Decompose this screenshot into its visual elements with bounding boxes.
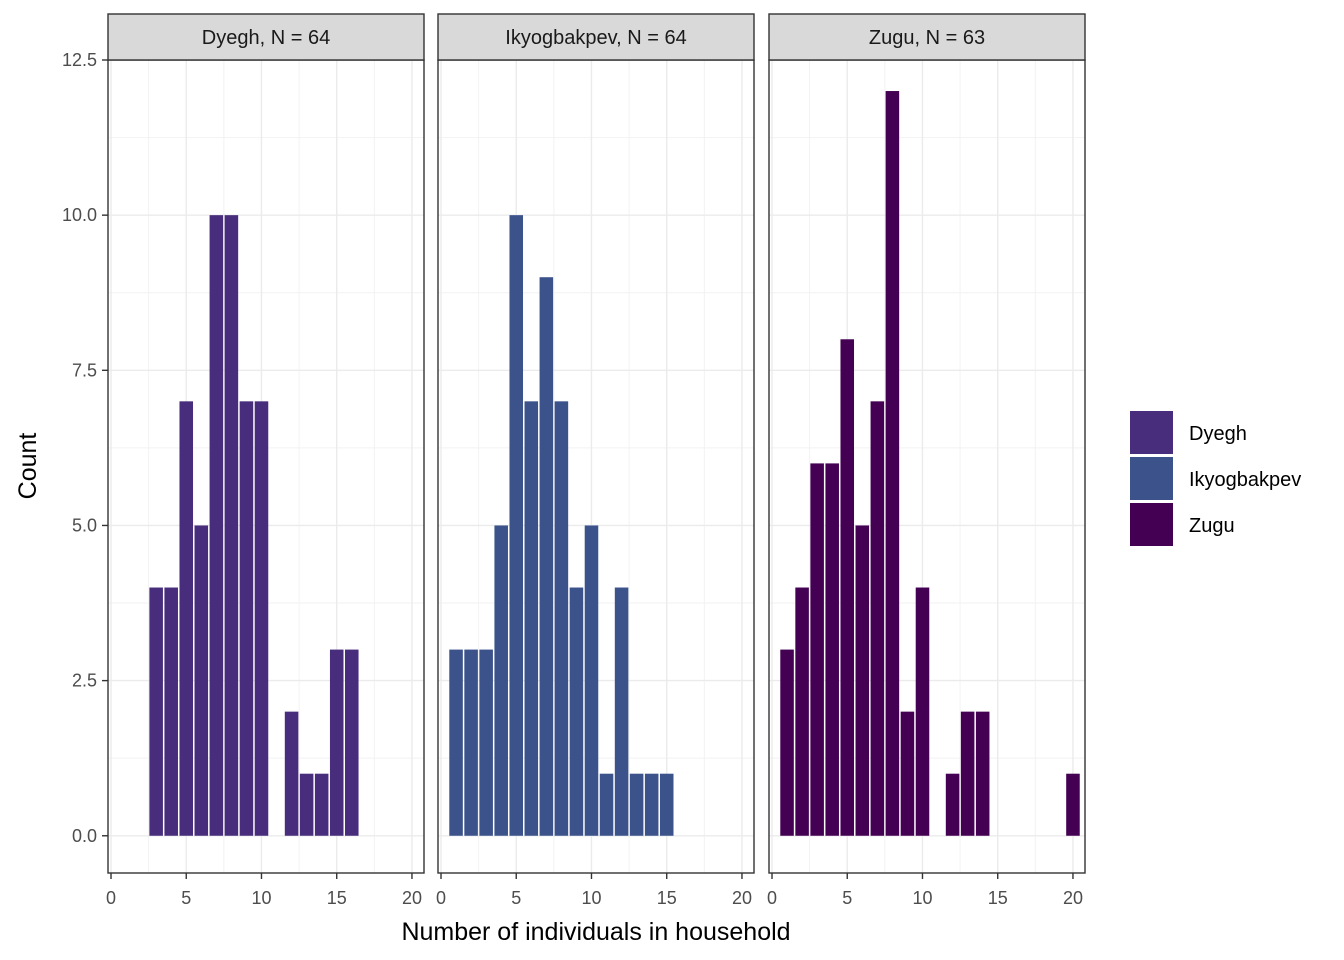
bar-zugu-9 — [900, 711, 915, 836]
x-tick-label: 5 — [181, 888, 191, 908]
x-tick-label: 20 — [732, 888, 752, 908]
bar-zugu-12 — [945, 773, 960, 836]
x-tick-label: 20 — [402, 888, 422, 908]
bar-zugu-6 — [855, 525, 870, 836]
y-tick-label: 7.5 — [72, 360, 97, 380]
strip-dyegh — [107, 13, 425, 61]
x-tick-label: 10 — [251, 888, 271, 908]
bar-ikyogbakpev-10 — [584, 525, 599, 836]
bar-dyegh-14 — [314, 773, 329, 836]
x-tick-label: 0 — [436, 888, 446, 908]
strip-zugu — [768, 13, 1086, 61]
x-tick-label: 0 — [106, 888, 116, 908]
bar-zugu-5 — [840, 339, 855, 836]
x-tick-label: 10 — [581, 888, 601, 908]
bar-ikyogbakpev-8 — [554, 401, 569, 836]
legend-key-dyegh — [1130, 411, 1173, 454]
legend: Dyegh Ikyogbakpev Zugu — [1130, 411, 1301, 546]
bar-zugu-4 — [825, 463, 839, 836]
bar-ikyogbakpev-5 — [509, 215, 524, 836]
x-tick-label: 15 — [327, 888, 347, 908]
legend-key-zugu — [1130, 503, 1173, 546]
bar-zugu-14 — [975, 711, 990, 836]
bar-zugu-3 — [810, 463, 824, 836]
bar-dyegh-7 — [209, 215, 224, 836]
strip-label: Dyegh, N = 64 — [202, 27, 330, 49]
y-tick-label: 12.5 — [62, 50, 97, 70]
y-tick-label: 0.0 — [72, 826, 97, 846]
bar-ikyogbakpev-15 — [659, 773, 674, 836]
x-tick-label: 10 — [912, 888, 932, 908]
bar-dyegh-13 — [299, 773, 314, 836]
panel-zugu: Zugu, N = 63 0 5 10 15 20 — [767, 13, 1086, 908]
bar-ikyogbakpev-1 — [449, 649, 463, 836]
x-tick-label: 15 — [988, 888, 1008, 908]
bar-dyegh-16 — [345, 649, 359, 836]
panel-dyegh: Dyegh, N = 64 0 5 10 15 20 — [106, 13, 425, 908]
bar-zugu-20 — [1066, 773, 1080, 836]
strip-label: Zugu, N = 63 — [869, 27, 985, 49]
panel-ikyogbakpev: Ikyogbakpev, N = 64 0 5 10 15 20 — [436, 13, 755, 908]
legend-label: Zugu — [1189, 515, 1235, 537]
bar-dyegh-5 — [179, 401, 194, 836]
bar-ikyogbakpev-3 — [479, 649, 493, 836]
bar-zugu-10 — [915, 587, 930, 836]
bar-zugu-7 — [870, 401, 885, 836]
bar-ikyogbakpev-9 — [569, 587, 584, 836]
y-axis-title: Count — [14, 433, 42, 500]
bar-zugu-1 — [780, 649, 794, 836]
x-tick-label: 20 — [1063, 888, 1083, 908]
bar-dyegh-12 — [284, 711, 299, 836]
bar-ikyogbakpev-13 — [629, 773, 644, 836]
x-tick-label: 0 — [767, 888, 777, 908]
bar-zugu-2 — [795, 587, 809, 836]
bar-zugu-8 — [885, 91, 900, 836]
x-tick-label: 15 — [657, 888, 677, 908]
bar-ikyogbakpev-12 — [614, 587, 629, 836]
strip-ikyogbakpev — [437, 13, 755, 61]
bar-dyegh-9 — [239, 401, 254, 836]
x-tick-label: 5 — [842, 888, 852, 908]
y-tick-label: 2.5 — [72, 671, 97, 691]
bar-ikyogbakpev-2 — [464, 649, 478, 836]
bar-ikyogbakpev-7 — [539, 277, 554, 836]
bar-dyegh-15 — [329, 649, 344, 836]
bar-dyegh-3 — [149, 587, 163, 836]
legend-label: Ikyogbakpev — [1189, 469, 1301, 491]
bar-ikyogbakpev-4 — [494, 525, 508, 836]
bar-ikyogbakpev-11 — [599, 773, 614, 836]
y-tick-label: 10.0 — [62, 205, 97, 225]
bar-ikyogbakpev-6 — [524, 401, 539, 836]
bar-dyegh-6 — [194, 525, 209, 836]
bar-zugu-13 — [960, 711, 975, 836]
strip-label: Ikyogbakpev, N = 64 — [505, 27, 686, 49]
legend-label: Dyegh — [1189, 423, 1247, 445]
x-tick-label: 5 — [511, 888, 521, 908]
y-axis: 0.0 2.5 5.0 7.5 10.0 12.5 — [62, 50, 108, 846]
bar-dyegh-4 — [164, 587, 178, 836]
legend-key-ikyogbakpev — [1130, 457, 1173, 500]
bar-dyegh-10 — [254, 401, 269, 836]
y-tick-label: 5.0 — [72, 515, 97, 535]
bar-ikyogbakpev-14 — [644, 773, 659, 836]
bar-dyegh-8 — [224, 215, 239, 836]
x-axis-title: Number of individuals in household — [401, 918, 790, 946]
